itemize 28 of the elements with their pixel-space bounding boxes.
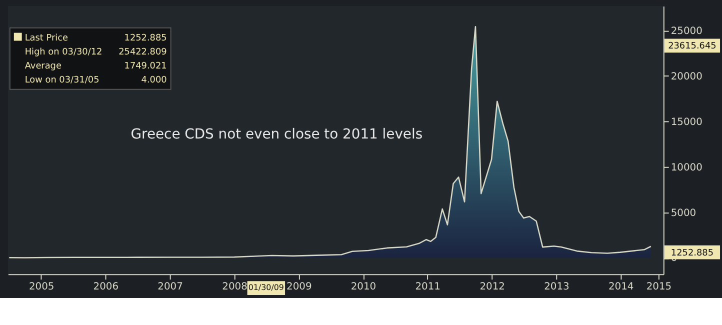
x-tick-label: 2007 xyxy=(158,282,183,293)
text: 1252.885 xyxy=(670,248,714,258)
annotation: 4.000 xyxy=(141,75,168,86)
annotation: Greece CDS not even close to 2011 levels xyxy=(130,126,423,143)
legend-label: Last Price xyxy=(24,34,69,44)
x-tick-label: 2005 xyxy=(28,282,54,293)
x-tick-label: 2009 xyxy=(286,282,312,293)
x-tick-label: 2015 xyxy=(646,282,672,293)
annotation: High on 03/30/12 xyxy=(24,48,102,58)
annotation: 1749.021 xyxy=(124,62,167,72)
y-tick-label: 5000 xyxy=(670,208,696,219)
y-tick-label: 10000 xyxy=(670,162,702,174)
x-tick-label: 2006 xyxy=(93,282,119,293)
text: 23615.645 xyxy=(668,42,716,52)
x-tick-label: 2014 xyxy=(608,282,634,293)
annotation: 25422.809 xyxy=(118,48,168,58)
annotation: Average xyxy=(24,62,62,72)
x-tick-label: 2013 xyxy=(544,282,570,293)
x-tick-label: 2010 xyxy=(350,282,376,293)
x-tick-label: 2012 xyxy=(480,282,505,293)
x-tick-label: 2011 xyxy=(415,282,440,293)
y-tick-label: 15000 xyxy=(670,116,702,128)
x-tick-label: 2008 xyxy=(222,282,248,293)
annotation: Low on 03/31/05 xyxy=(24,75,100,86)
text: 01/30/09 xyxy=(248,283,284,292)
y-tick-label: 25000 xyxy=(670,26,702,38)
y-tick-label: 20000 xyxy=(670,71,702,82)
annotation: 1252.885 xyxy=(124,34,167,44)
